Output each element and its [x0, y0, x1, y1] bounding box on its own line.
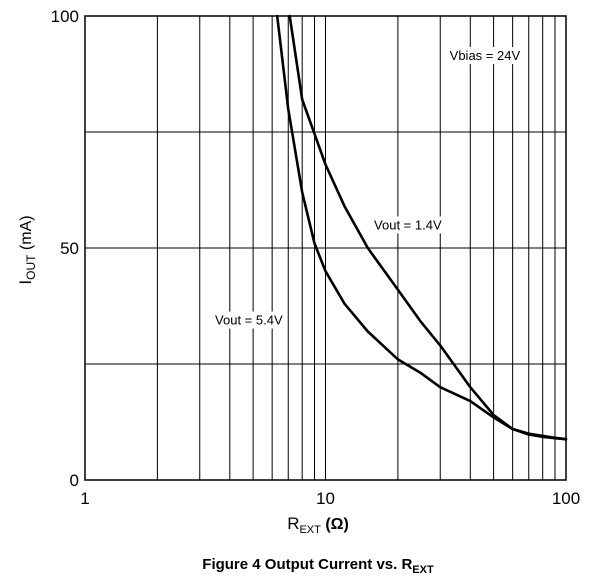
plot-frame	[84, 15, 567, 481]
annotation-label: Vout = 5.4V	[215, 313, 283, 328]
figure-caption-main: Figure 4 Output Current vs. R	[202, 556, 412, 573]
y-axis-title-tail: (mA)	[18, 215, 35, 254]
y-axis-title-sub: OUT	[24, 254, 38, 280]
x-axis-title-main: R	[287, 514, 299, 533]
annotation-2: Vout = 1.4V	[372, 216, 444, 234]
tick-labels: 1 10 100 0 50 100	[51, 7, 581, 508]
series-line-2	[275, 14, 568, 441]
x-axis-title-sub: EXT	[299, 524, 321, 536]
x-tick-label: 10	[316, 489, 335, 508]
y-tick-label: 100	[51, 7, 79, 26]
x-tick-label: 1	[80, 489, 89, 508]
grid	[85, 16, 566, 480]
annotation-background	[372, 216, 444, 234]
annotation-label: Vout = 1.4V	[374, 217, 442, 232]
y-tick-label: 50	[60, 239, 79, 258]
figure-caption-sub: EXT	[412, 564, 434, 576]
annotations: Vbias = 24V Vout = 1.4V Vout = 5.4V	[213, 47, 523, 329]
series-group	[275, 14, 568, 441]
y-axis-title: IOUT (mA)	[16, 215, 38, 284]
annotation-background	[213, 311, 285, 329]
y-tick-label: 0	[70, 471, 79, 490]
annotation-background	[447, 47, 523, 65]
annotation-3: Vout = 5.4V	[213, 311, 285, 329]
x-axis-title: REXT (Ω)	[287, 514, 349, 536]
annotation-label: Vbias = 24V	[450, 48, 521, 63]
x-axis-title-tail: (Ω)	[321, 516, 349, 533]
figure-caption: Figure 4 Output Current vs. REXT	[202, 556, 434, 576]
y-axis-title-main: I	[16, 280, 35, 285]
x-tick-label: 100	[552, 489, 580, 508]
annotation-1: Vbias = 24V	[447, 47, 523, 65]
